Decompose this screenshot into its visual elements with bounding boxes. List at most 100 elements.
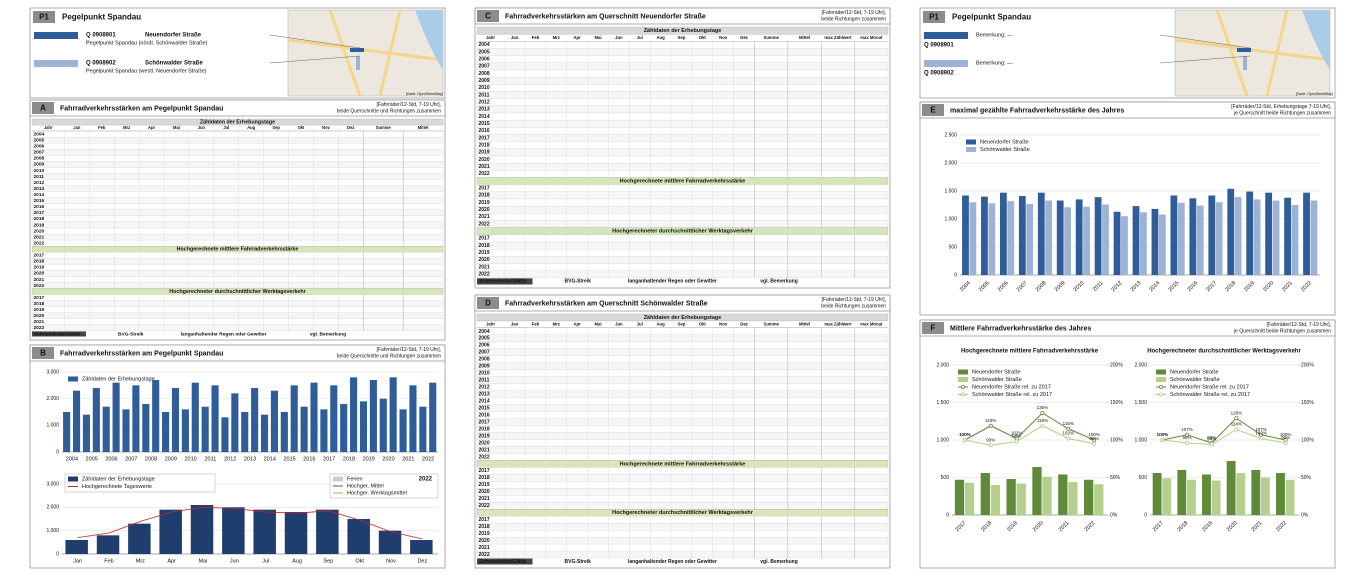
column-header: Mai xyxy=(594,35,601,40)
table-row xyxy=(477,495,888,502)
bar xyxy=(1152,209,1159,275)
bar xyxy=(222,507,244,554)
legend-marker xyxy=(1159,385,1162,388)
bar xyxy=(1133,206,1140,275)
map-right xyxy=(1175,10,1330,96)
table-legend: BVG-Streik xyxy=(118,331,144,337)
table-legend: Schneedecke/Glätte xyxy=(479,559,527,565)
line-marker xyxy=(989,444,992,447)
bar xyxy=(429,383,436,452)
y-tick-label: 1.000 xyxy=(936,437,949,443)
panel-badge-label: A xyxy=(40,104,46,113)
bar xyxy=(1177,470,1186,515)
column-header: Okt xyxy=(699,322,707,327)
row-year: 2017 xyxy=(479,186,490,192)
line-marker xyxy=(989,424,992,427)
row-year: 2020 xyxy=(479,489,490,495)
x-tick-label: Jul xyxy=(262,558,269,564)
row-year: 2022 xyxy=(479,221,490,227)
panel-note: beide Richtungen zusammen xyxy=(821,303,886,309)
row-year: 2012 xyxy=(34,180,45,186)
x-tick-label: Dez xyxy=(417,558,427,564)
column-header: Mittel xyxy=(418,125,429,130)
y-tick-label: 500 xyxy=(949,244,958,250)
map-credit: [Karte: OpenStreetMap] xyxy=(1296,92,1333,96)
bar xyxy=(310,383,317,452)
y-tick-label: 0 xyxy=(56,551,59,557)
y-tick-label: 2.000 xyxy=(936,362,949,368)
bar xyxy=(1311,201,1318,275)
row-year: 2005 xyxy=(34,137,45,143)
x-tick-label: 2014 xyxy=(264,456,276,462)
table-row xyxy=(477,405,888,412)
section-title: Hochgerechnete mittlere Fahrradverkehrss… xyxy=(620,461,746,467)
bar xyxy=(340,404,347,452)
table-legend: vgl. Bemerkung xyxy=(760,279,798,285)
row-year: 2021 xyxy=(479,447,490,453)
table-row xyxy=(32,180,443,186)
bar xyxy=(142,404,149,452)
panel-title: Pegelpunkt Spandau xyxy=(62,13,141,22)
bar xyxy=(1102,204,1109,275)
section-title: Zähldaten der Erhebungstage xyxy=(644,315,722,321)
y-tick-label: 1.500 xyxy=(1134,400,1147,406)
table-row xyxy=(477,92,888,99)
value-label: 102% xyxy=(1062,431,1074,436)
table-legend: langanhaltender Regen oder Gewitter xyxy=(181,331,267,337)
table-row xyxy=(477,127,888,134)
x-tick-label: 2021 xyxy=(402,456,414,462)
bar xyxy=(1202,475,1211,516)
section-title: Hochgerechneter durchschnittlicher Werkt… xyxy=(169,289,305,295)
table-row xyxy=(477,77,888,84)
y2-tick-label: 100% xyxy=(1110,437,1123,443)
table-row xyxy=(32,131,443,137)
value-label: 102% xyxy=(1255,431,1267,436)
bar xyxy=(1095,197,1102,275)
table-row xyxy=(32,240,443,246)
table-row xyxy=(477,271,888,278)
table-row xyxy=(477,440,888,447)
y2-tick-label: 50% xyxy=(1301,475,1312,481)
panel-note: [Fahrräder/12-Std, 7-19 Uhr], xyxy=(377,102,441,108)
bar xyxy=(1045,201,1052,275)
column-header: Feb xyxy=(532,322,540,327)
row-year: 2022 xyxy=(479,272,490,278)
row-year: 2019 xyxy=(34,265,45,271)
bar xyxy=(320,409,327,452)
table-legend: Schneedecke/Glätte xyxy=(479,279,527,285)
legend-label: Neuendorfer Straße xyxy=(1170,369,1219,375)
panel-badge-label: C xyxy=(485,12,491,21)
station-remark: Bemerkung: — xyxy=(976,60,1013,66)
table-row xyxy=(477,264,888,271)
row-year: 2022 xyxy=(479,503,490,509)
x-tick-label: 2006 xyxy=(105,456,117,462)
bar xyxy=(1273,201,1280,275)
year-label: 2022 xyxy=(419,477,433,483)
row-year: 2007 xyxy=(479,350,490,356)
row-year: 2004 xyxy=(479,329,490,335)
page: P1Pegelpunkt Spandau[Karte: OpenStreetMa… xyxy=(0,0,1352,576)
row-year: 2014 xyxy=(479,398,490,404)
bar xyxy=(212,385,219,452)
table-row xyxy=(32,186,443,192)
column-header: Mrz xyxy=(553,35,560,40)
bar xyxy=(1276,473,1285,515)
station-id: Q 0908901 xyxy=(86,33,116,39)
row-year: 2009 xyxy=(479,78,490,84)
bar xyxy=(1236,473,1245,515)
row-year: 2020 xyxy=(479,257,490,263)
x-tick-label: 2009 xyxy=(165,456,177,462)
row-year: 2015 xyxy=(34,198,45,204)
table-row xyxy=(477,433,888,440)
row-year: 2018 xyxy=(34,259,45,265)
row-year: 2019 xyxy=(479,531,490,537)
row-year: 2013 xyxy=(34,186,45,192)
bar xyxy=(132,385,139,452)
row-year: 2019 xyxy=(479,482,490,488)
row-year: 2016 xyxy=(34,204,45,210)
column-header: Sep xyxy=(678,322,686,327)
line-marker xyxy=(1041,424,1044,427)
bar xyxy=(965,483,974,515)
table-row xyxy=(477,502,888,509)
column-header: Sep xyxy=(272,125,280,130)
